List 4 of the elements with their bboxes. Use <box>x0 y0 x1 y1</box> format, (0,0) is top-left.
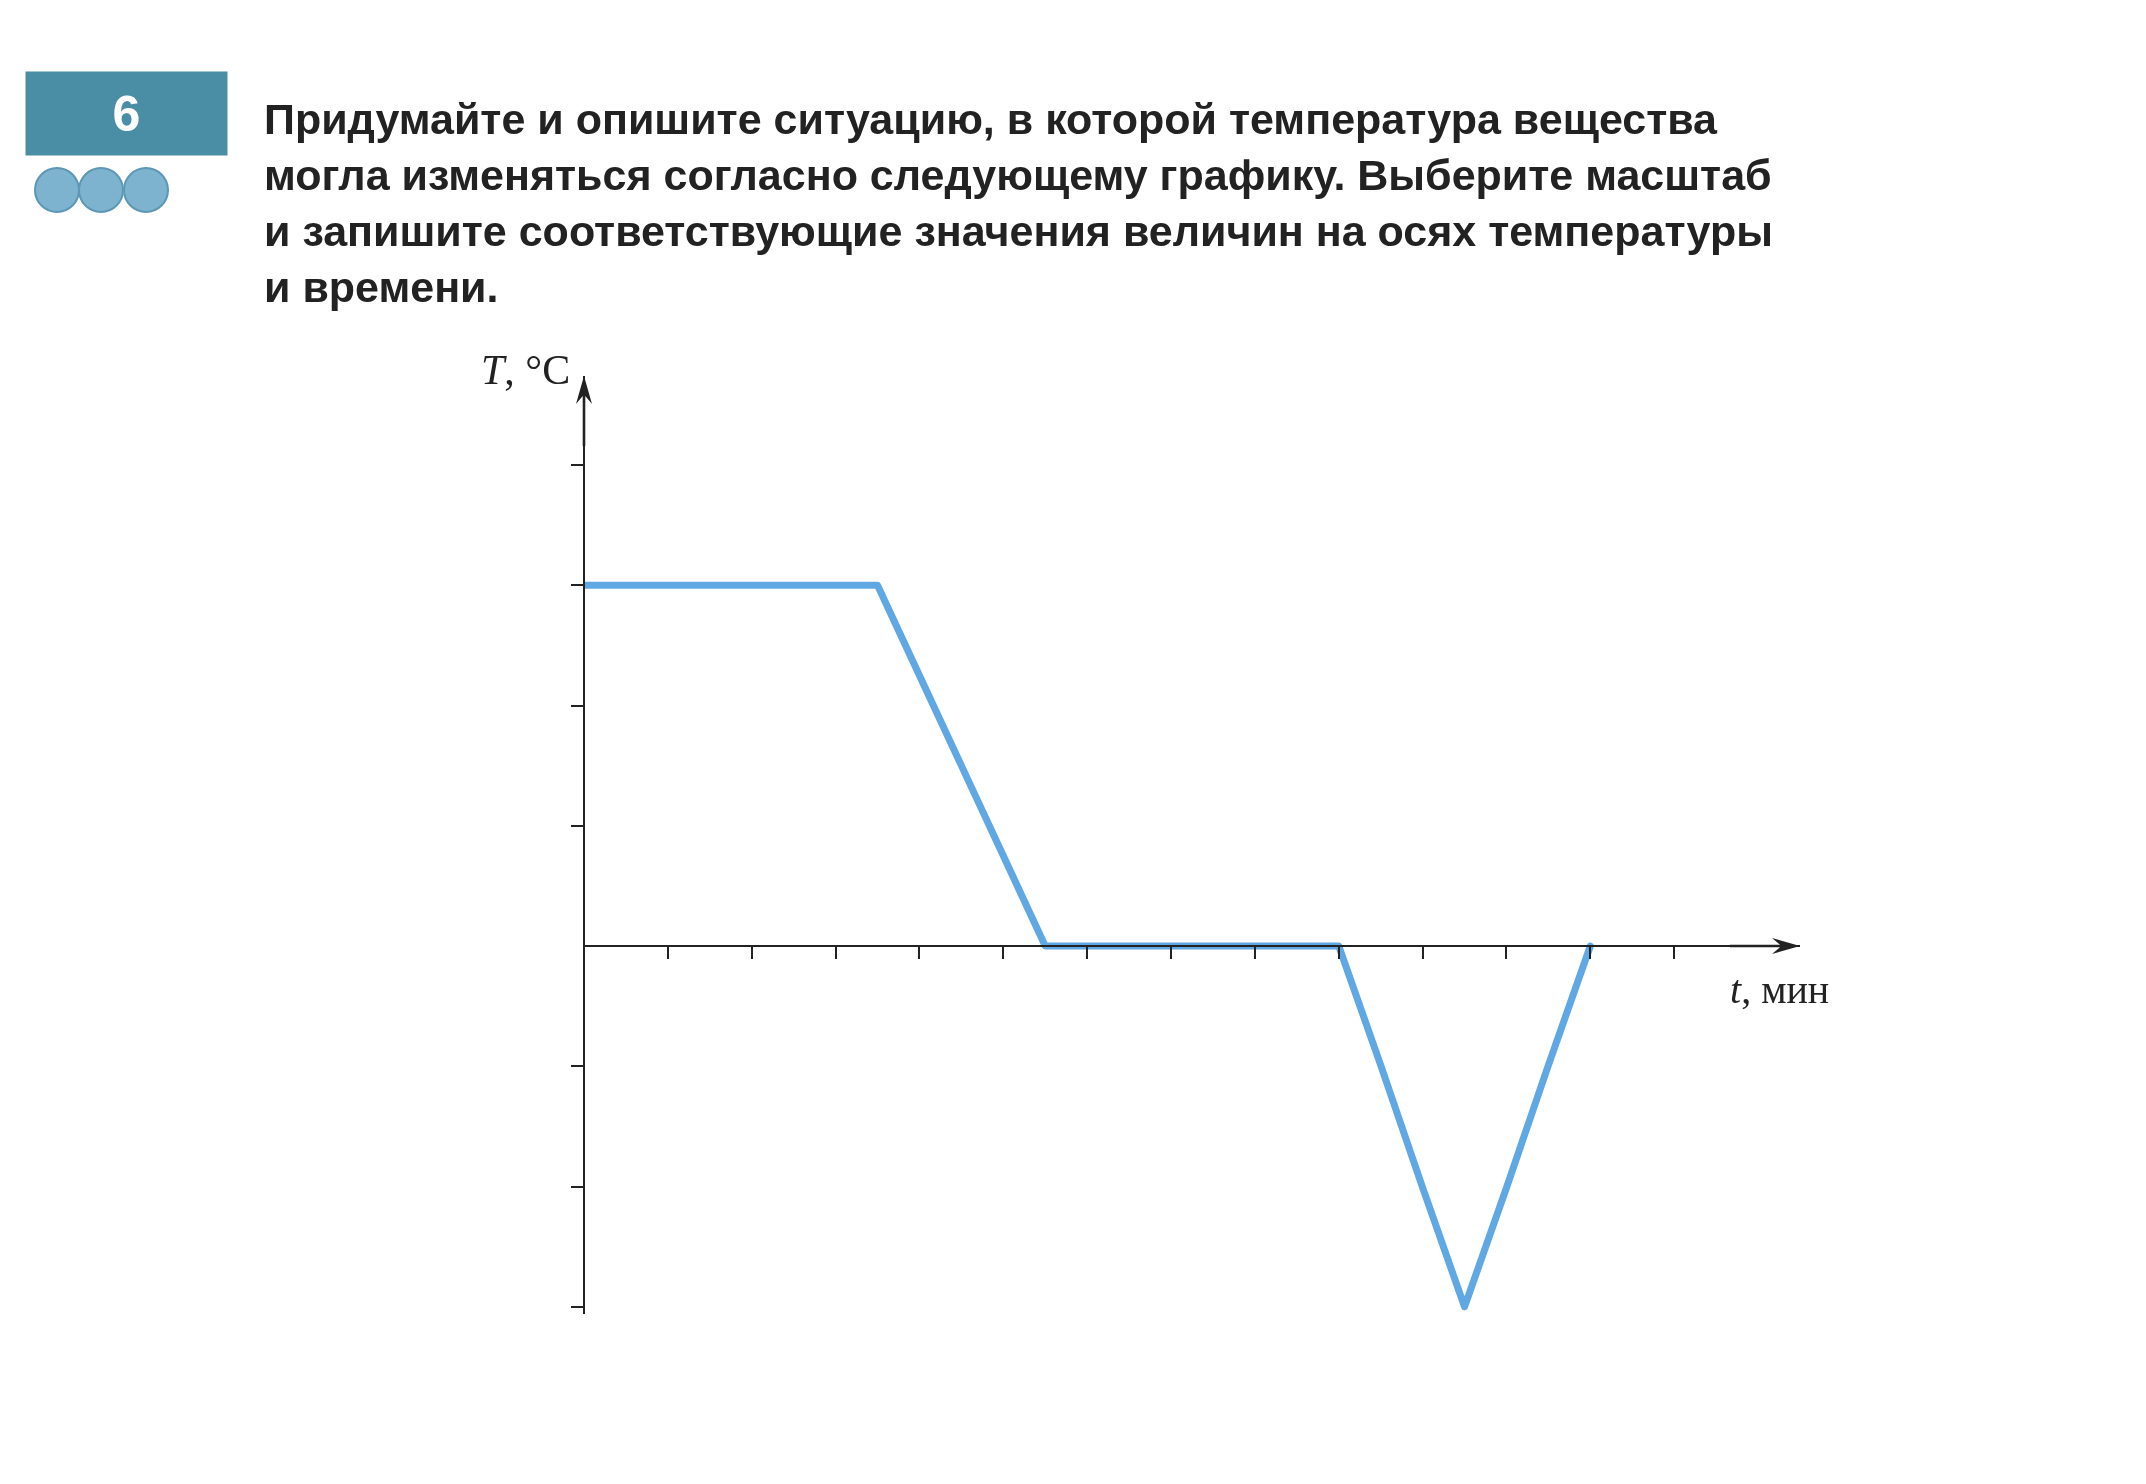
chart-title: Придумайте и опишите ситуацию, в которой температура вещества могла изменяться согласно следующему графику. Выберите масштаб и запишите соответствующие значения величин на осях температуры и времени. <box>264 95 1773 311</box>
y-axis-title: T, °C <box>481 347 571 393</box>
text: 6 <box>112 85 141 142</box>
x-axis-title: t, мин <box>1730 967 1830 1012</box>
